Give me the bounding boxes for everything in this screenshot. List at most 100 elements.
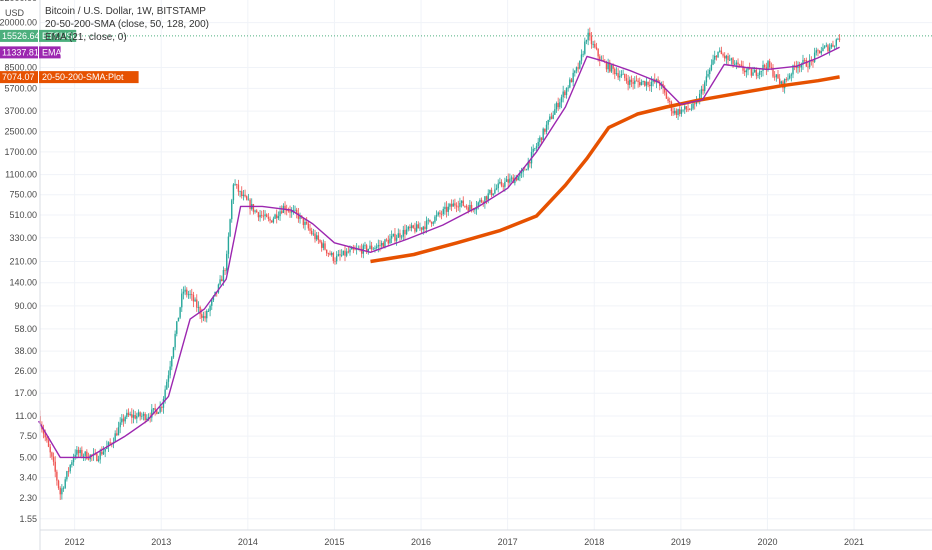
candle-body — [552, 114, 554, 119]
price-tick-label: 38.00 — [14, 346, 37, 356]
candle-body — [792, 65, 794, 75]
indicator-legend-sma[interactable]: 20-50-200-SMA (close, 50, 128, 200) — [45, 19, 209, 30]
price-tag-name-box — [39, 29, 77, 42]
candle-body — [424, 226, 426, 230]
candle-body — [527, 161, 529, 170]
candle-body — [832, 44, 834, 47]
chart-title[interactable]: Bitcoin / U.S. Dollar, 1W, BITSTAMP — [45, 6, 206, 17]
candle-body — [96, 453, 98, 461]
candle-body — [394, 233, 396, 241]
candle-body — [400, 236, 403, 238]
candle-body — [310, 230, 313, 235]
candle-body — [279, 211, 281, 217]
candle-body — [524, 169, 526, 171]
candle-body — [790, 74, 793, 76]
candle-body — [607, 62, 609, 70]
candle-body — [740, 64, 743, 66]
indicator-legend-ema[interactable]: EMA (21, close, 0) — [45, 32, 127, 43]
candle-body — [630, 79, 633, 83]
price-tag-name: BTCUSD — [42, 31, 80, 41]
candle-body — [417, 224, 419, 229]
candle-body — [615, 73, 618, 75]
candle-body — [74, 454, 76, 457]
price-axis[interactable]: 32000.00 20000.00 8500.00 5700.00 3700.00 250… — [0, 0, 37, 524]
candle-body — [69, 464, 71, 472]
time-axis[interactable]: 2012 2013 2014 2015 2016 2017 2018 2019 2020 2021 — [65, 537, 864, 547]
candle-body — [377, 245, 380, 247]
candle-body — [795, 66, 798, 69]
price-tick-label: 210.00 — [9, 256, 37, 266]
candle-body — [705, 76, 708, 83]
candle-body — [64, 479, 66, 488]
candle-body — [584, 41, 586, 54]
candle-body — [249, 199, 251, 209]
candle-body — [66, 471, 68, 480]
candle-body — [345, 251, 348, 256]
candle-body — [256, 210, 258, 213]
price-axis-unit: USD — [5, 8, 25, 18]
candle-body — [307, 223, 310, 229]
candle-body — [813, 52, 816, 62]
candle-body — [314, 233, 316, 240]
candle-body — [52, 456, 55, 462]
candle-body — [457, 206, 459, 208]
candle-body — [412, 225, 414, 228]
candle-body — [129, 414, 131, 416]
candle-body — [490, 189, 493, 196]
candle-body — [737, 62, 739, 65]
candle-body — [738, 64, 741, 66]
candle-body — [742, 65, 744, 71]
candle-body — [317, 235, 320, 241]
candle-body — [629, 79, 631, 85]
candle-body — [276, 214, 278, 219]
price-tag-value: 7074.07 — [2, 72, 35, 82]
candle-body — [327, 253, 330, 255]
time-tick-label: 2016 — [411, 537, 431, 547]
candle-body — [287, 210, 290, 212]
candle-body — [822, 47, 824, 52]
candle-body — [61, 488, 63, 495]
candle-body — [720, 50, 723, 55]
candle-body — [132, 414, 135, 418]
candle-body — [337, 254, 340, 256]
price-tick-label: 20000.00 — [0, 18, 37, 28]
candle-body — [181, 293, 183, 308]
candle-body — [459, 202, 461, 207]
candle-body — [49, 446, 51, 453]
candle-body — [549, 116, 551, 120]
candle-body — [838, 38, 841, 40]
candle-body — [192, 294, 195, 302]
candle-body — [107, 442, 110, 447]
candle-body — [404, 229, 406, 235]
candle-body — [685, 106, 688, 110]
candle-body — [594, 43, 596, 48]
candle-body — [102, 451, 105, 455]
candle-body — [384, 239, 386, 248]
candle-body — [589, 32, 591, 37]
candle-body — [146, 418, 148, 421]
candle-body — [295, 209, 298, 214]
candle-body — [217, 284, 220, 293]
candle-body — [305, 221, 308, 224]
candle-body — [395, 237, 398, 241]
price-tick-label: 1100.00 — [5, 170, 37, 180]
candle-body — [196, 299, 198, 308]
price-tick-label: 5.00 — [19, 452, 37, 462]
price-tick-label: 8500.00 — [4, 62, 37, 72]
candle-body — [694, 103, 696, 105]
candle-body — [390, 235, 393, 239]
candle-body — [360, 248, 363, 254]
candle-body — [289, 210, 291, 213]
candle-body — [410, 225, 413, 229]
price-tick-label: 1700.00 — [4, 147, 37, 157]
candle-body — [522, 169, 524, 172]
candle-body — [239, 191, 241, 193]
candle-body — [442, 209, 444, 214]
candle-body — [121, 418, 123, 423]
candle-body — [329, 253, 331, 255]
candle-body — [259, 214, 261, 218]
candle-body — [529, 161, 531, 164]
candle-body — [271, 220, 273, 223]
candle-body — [206, 310, 208, 319]
